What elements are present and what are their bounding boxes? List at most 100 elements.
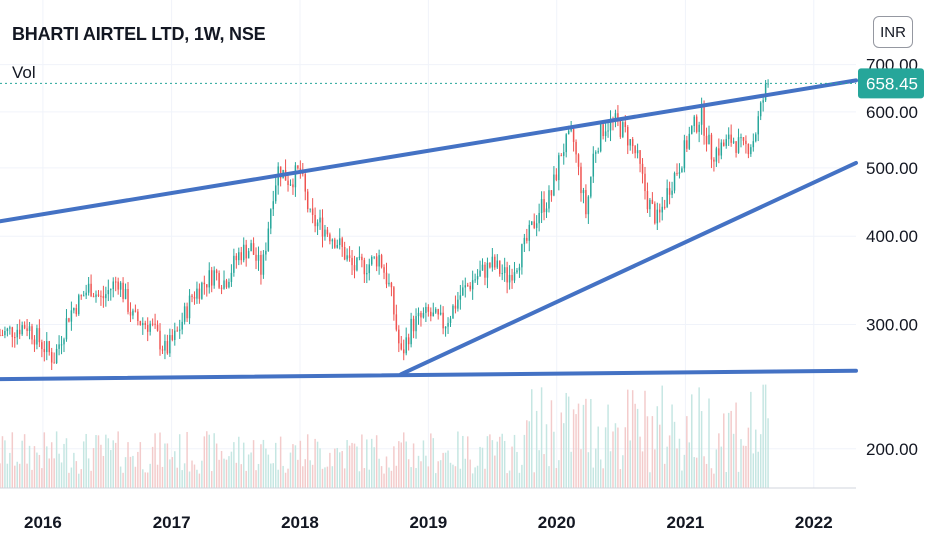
candle-body bbox=[240, 252, 242, 261]
volume-bar bbox=[26, 463, 28, 488]
candle-body bbox=[417, 312, 420, 317]
candle-body bbox=[43, 349, 46, 353]
candle-body bbox=[208, 270, 210, 288]
candle-body bbox=[644, 173, 646, 192]
candle-body bbox=[700, 105, 703, 125]
volume-bar bbox=[188, 471, 191, 488]
candle-body bbox=[740, 137, 742, 139]
candle-body bbox=[129, 311, 132, 316]
volume-bar bbox=[41, 468, 43, 488]
candle-body bbox=[225, 280, 228, 288]
candle-body bbox=[314, 214, 316, 227]
candle-body bbox=[235, 255, 238, 261]
volume-bar bbox=[46, 446, 48, 488]
volume-bar bbox=[612, 431, 614, 488]
volume-bar bbox=[646, 416, 649, 488]
volume-bar bbox=[169, 459, 171, 488]
candle-body bbox=[210, 270, 213, 286]
candle-body bbox=[321, 217, 324, 237]
candle-body bbox=[629, 139, 631, 146]
volume-bar bbox=[479, 446, 481, 488]
volume-bar bbox=[511, 446, 513, 488]
volume-bar bbox=[334, 448, 336, 488]
candle-body bbox=[646, 191, 649, 210]
volume-bar bbox=[666, 446, 668, 488]
volume-bar bbox=[417, 455, 420, 488]
candle-body bbox=[454, 305, 457, 309]
candle-body bbox=[516, 270, 518, 273]
candle-body bbox=[329, 234, 331, 242]
candle-body bbox=[521, 244, 523, 268]
candle-body bbox=[134, 310, 137, 312]
candle-body bbox=[691, 126, 693, 134]
candle-body bbox=[55, 348, 58, 364]
volume-bar bbox=[60, 462, 63, 488]
volume-bar bbox=[85, 433, 87, 488]
volume-bar bbox=[553, 431, 555, 488]
volume-bar bbox=[582, 404, 585, 488]
y-tick-label: 600.00 bbox=[866, 103, 918, 122]
candle-body bbox=[346, 255, 348, 260]
candle-body bbox=[326, 229, 329, 235]
candle-body bbox=[550, 190, 553, 196]
volume-bar bbox=[289, 452, 292, 488]
candle-body bbox=[449, 318, 452, 323]
candle-body bbox=[242, 244, 245, 261]
candle-body bbox=[533, 221, 535, 228]
volume-bar bbox=[489, 434, 491, 488]
candle-body bbox=[496, 260, 499, 268]
volume-bar bbox=[171, 457, 174, 488]
candle-body bbox=[511, 274, 513, 281]
volume-bar bbox=[220, 450, 223, 488]
volume-bar bbox=[380, 466, 383, 488]
candle-body bbox=[535, 223, 538, 228]
volume-bar bbox=[267, 454, 270, 488]
candle-body bbox=[393, 287, 395, 315]
candle-body bbox=[171, 335, 174, 340]
candle-body bbox=[651, 199, 654, 204]
volume-bar bbox=[499, 436, 501, 488]
volume-bar bbox=[321, 468, 324, 488]
volume-bar bbox=[597, 426, 599, 488]
candle-body bbox=[361, 256, 363, 261]
volume-bar bbox=[764, 384, 767, 488]
candle-body bbox=[577, 154, 580, 167]
volume-bar bbox=[644, 390, 646, 488]
volume-bar bbox=[676, 448, 678, 488]
trendlines[interactable] bbox=[0, 78, 858, 382]
volume-bar bbox=[92, 448, 95, 488]
volume-bar bbox=[471, 473, 474, 488]
candle-body bbox=[484, 264, 486, 278]
last-price-tag: 658.45 bbox=[858, 68, 924, 99]
candle-body bbox=[117, 281, 119, 290]
volume-bar bbox=[127, 442, 129, 488]
volume-bar bbox=[462, 435, 464, 488]
volume-bar bbox=[21, 440, 23, 488]
candle-body bbox=[149, 323, 151, 332]
candle-body bbox=[732, 141, 735, 143]
candle-body bbox=[476, 276, 479, 280]
currency-button[interactable]: INR bbox=[873, 16, 913, 48]
candle-body bbox=[447, 322, 449, 327]
y-tick-label: 300.00 bbox=[866, 315, 918, 334]
candle-body bbox=[407, 337, 410, 345]
candle-body bbox=[759, 102, 762, 117]
candle-body bbox=[395, 314, 398, 330]
trendline bbox=[0, 368, 858, 382]
volume-bar bbox=[609, 451, 612, 488]
candle-body bbox=[686, 140, 688, 149]
volume-bar bbox=[427, 466, 430, 488]
candle-body bbox=[181, 321, 183, 330]
volume-bar bbox=[149, 463, 151, 488]
volume-bar bbox=[203, 436, 206, 488]
volume-bar bbox=[358, 471, 361, 488]
candle-body bbox=[380, 255, 383, 268]
volume-bar bbox=[366, 439, 368, 488]
candle-body bbox=[188, 295, 191, 319]
volume-bar bbox=[228, 456, 230, 488]
volume-bar bbox=[218, 459, 220, 488]
volume-bar bbox=[314, 438, 316, 488]
candle-body bbox=[671, 190, 673, 195]
volume-bar bbox=[496, 441, 499, 488]
